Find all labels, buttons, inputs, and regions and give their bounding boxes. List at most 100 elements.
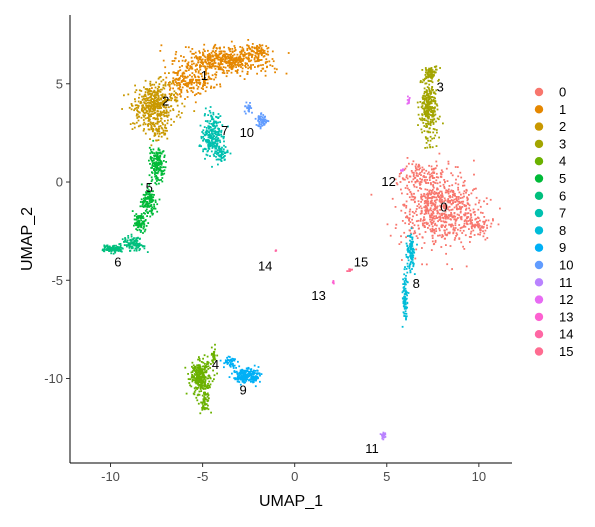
point-cluster-2: [133, 122, 136, 125]
point-cluster-1: [204, 84, 206, 86]
point-cluster-6: [106, 248, 109, 251]
point-cluster-11: [382, 431, 385, 434]
point-cluster-1: [247, 64, 249, 67]
point-cluster-6: [129, 249, 132, 252]
point-cluster-0: [446, 180, 449, 182]
point-cluster-6: [127, 236, 130, 239]
point-cluster-0: [461, 206, 464, 208]
point-cluster-7: [203, 133, 206, 136]
point-cluster-3: [432, 121, 435, 124]
point-cluster-6: [138, 242, 141, 245]
point-cluster-6: [134, 247, 137, 250]
point-cluster-0: [454, 182, 457, 185]
point-cluster-5: [142, 220, 144, 223]
point-cluster-4: [188, 382, 191, 384]
point-cluster-5: [150, 158, 152, 160]
point-cluster-1: [223, 50, 225, 53]
point-cluster-1: [187, 69, 190, 71]
point-cluster-10: [262, 114, 265, 116]
point-cluster-4: [190, 371, 193, 374]
point-cluster-0: [427, 227, 429, 229]
point-cluster-1: [171, 60, 174, 62]
point-cluster-3: [428, 127, 431, 130]
point-cluster-9: [256, 377, 259, 380]
point-cluster-2: [158, 76, 161, 79]
point-cluster-3: [428, 97, 431, 99]
point-cluster-1: [204, 76, 206, 79]
legend-key-0: [534, 87, 544, 97]
point-cluster-2: [157, 118, 159, 121]
legend-key-9: [534, 243, 544, 252]
point-cluster-5: [151, 206, 154, 209]
point-cluster-1: [237, 58, 240, 61]
point-cluster-1: [204, 66, 207, 69]
point-cluster-8: [413, 248, 415, 251]
point-cluster-10: [261, 124, 264, 127]
point-cluster-2: [159, 115, 162, 117]
point-cluster-7: [200, 135, 203, 138]
point-cluster-2: [146, 99, 149, 101]
point-cluster-4: [200, 372, 203, 375]
point-cluster-0: [414, 165, 417, 168]
point-cluster-0: [436, 187, 439, 190]
point-cluster-0: [433, 217, 436, 220]
point-cluster-5: [153, 168, 155, 170]
point-cluster-0: [472, 208, 475, 211]
point-cluster-1: [250, 67, 252, 70]
point-cluster-0: [450, 189, 453, 192]
point-cluster-0: [470, 236, 472, 238]
point-cluster-0: [432, 212, 435, 215]
point-cluster-1: [251, 49, 253, 52]
point-cluster-2: [140, 90, 143, 92]
point-cluster-2: [162, 131, 165, 134]
point-cluster-0: [446, 206, 449, 209]
point-cluster-1: [201, 61, 204, 64]
point-cluster-0: [413, 212, 416, 215]
point-cluster-1: [229, 48, 231, 50]
point-cluster-1: [195, 55, 197, 57]
point-cluster-8: [403, 295, 406, 298]
point-cluster-1: [207, 54, 210, 57]
point-cluster-2: [156, 94, 158, 96]
point-cluster-0: [431, 168, 433, 171]
point-cluster-5: [147, 196, 149, 198]
point-cluster-4: [207, 368, 210, 370]
y-tick-label: -10: [44, 371, 63, 386]
point-cluster-1: [243, 51, 246, 54]
point-cluster-5: [154, 173, 156, 176]
point-cluster-2: [147, 112, 150, 115]
point-cluster-4: [203, 408, 206, 411]
point-cluster-2: [142, 119, 145, 121]
point-cluster-3: [431, 121, 434, 123]
point-cluster-4: [207, 399, 210, 402]
point-cluster-5: [151, 171, 153, 174]
point-cluster-1: [207, 72, 210, 75]
point-cluster-1: [209, 77, 211, 80]
point-cluster-0: [467, 203, 470, 206]
point-cluster-1: [204, 59, 207, 61]
point-cluster-1: [252, 64, 254, 66]
point-cluster-6: [143, 245, 146, 248]
point-cluster-5: [149, 195, 151, 198]
point-cluster-8: [405, 307, 408, 310]
point-cluster-0: [400, 172, 402, 174]
point-cluster-6: [127, 235, 130, 237]
point-cluster-4: [214, 343, 216, 346]
point-cluster-7: [210, 114, 212, 117]
legend-label-13: 13: [559, 309, 573, 324]
point-cluster-2: [141, 106, 144, 109]
point-cluster-5: [135, 228, 138, 230]
point-cluster-2: [141, 99, 144, 101]
point-cluster-6: [130, 235, 133, 238]
point-cluster-2: [139, 102, 142, 105]
point-cluster-0: [464, 219, 467, 221]
point-cluster-8: [403, 297, 406, 299]
point-cluster-0: [454, 192, 456, 195]
point-cluster-1: [217, 56, 219, 58]
point-cluster-1: [180, 55, 182, 57]
point-cluster-9: [244, 379, 247, 381]
point-cluster-7: [215, 143, 218, 146]
point-cluster-3: [425, 137, 428, 140]
point-cluster-6: [106, 244, 109, 247]
point-cluster-0: [476, 221, 479, 224]
